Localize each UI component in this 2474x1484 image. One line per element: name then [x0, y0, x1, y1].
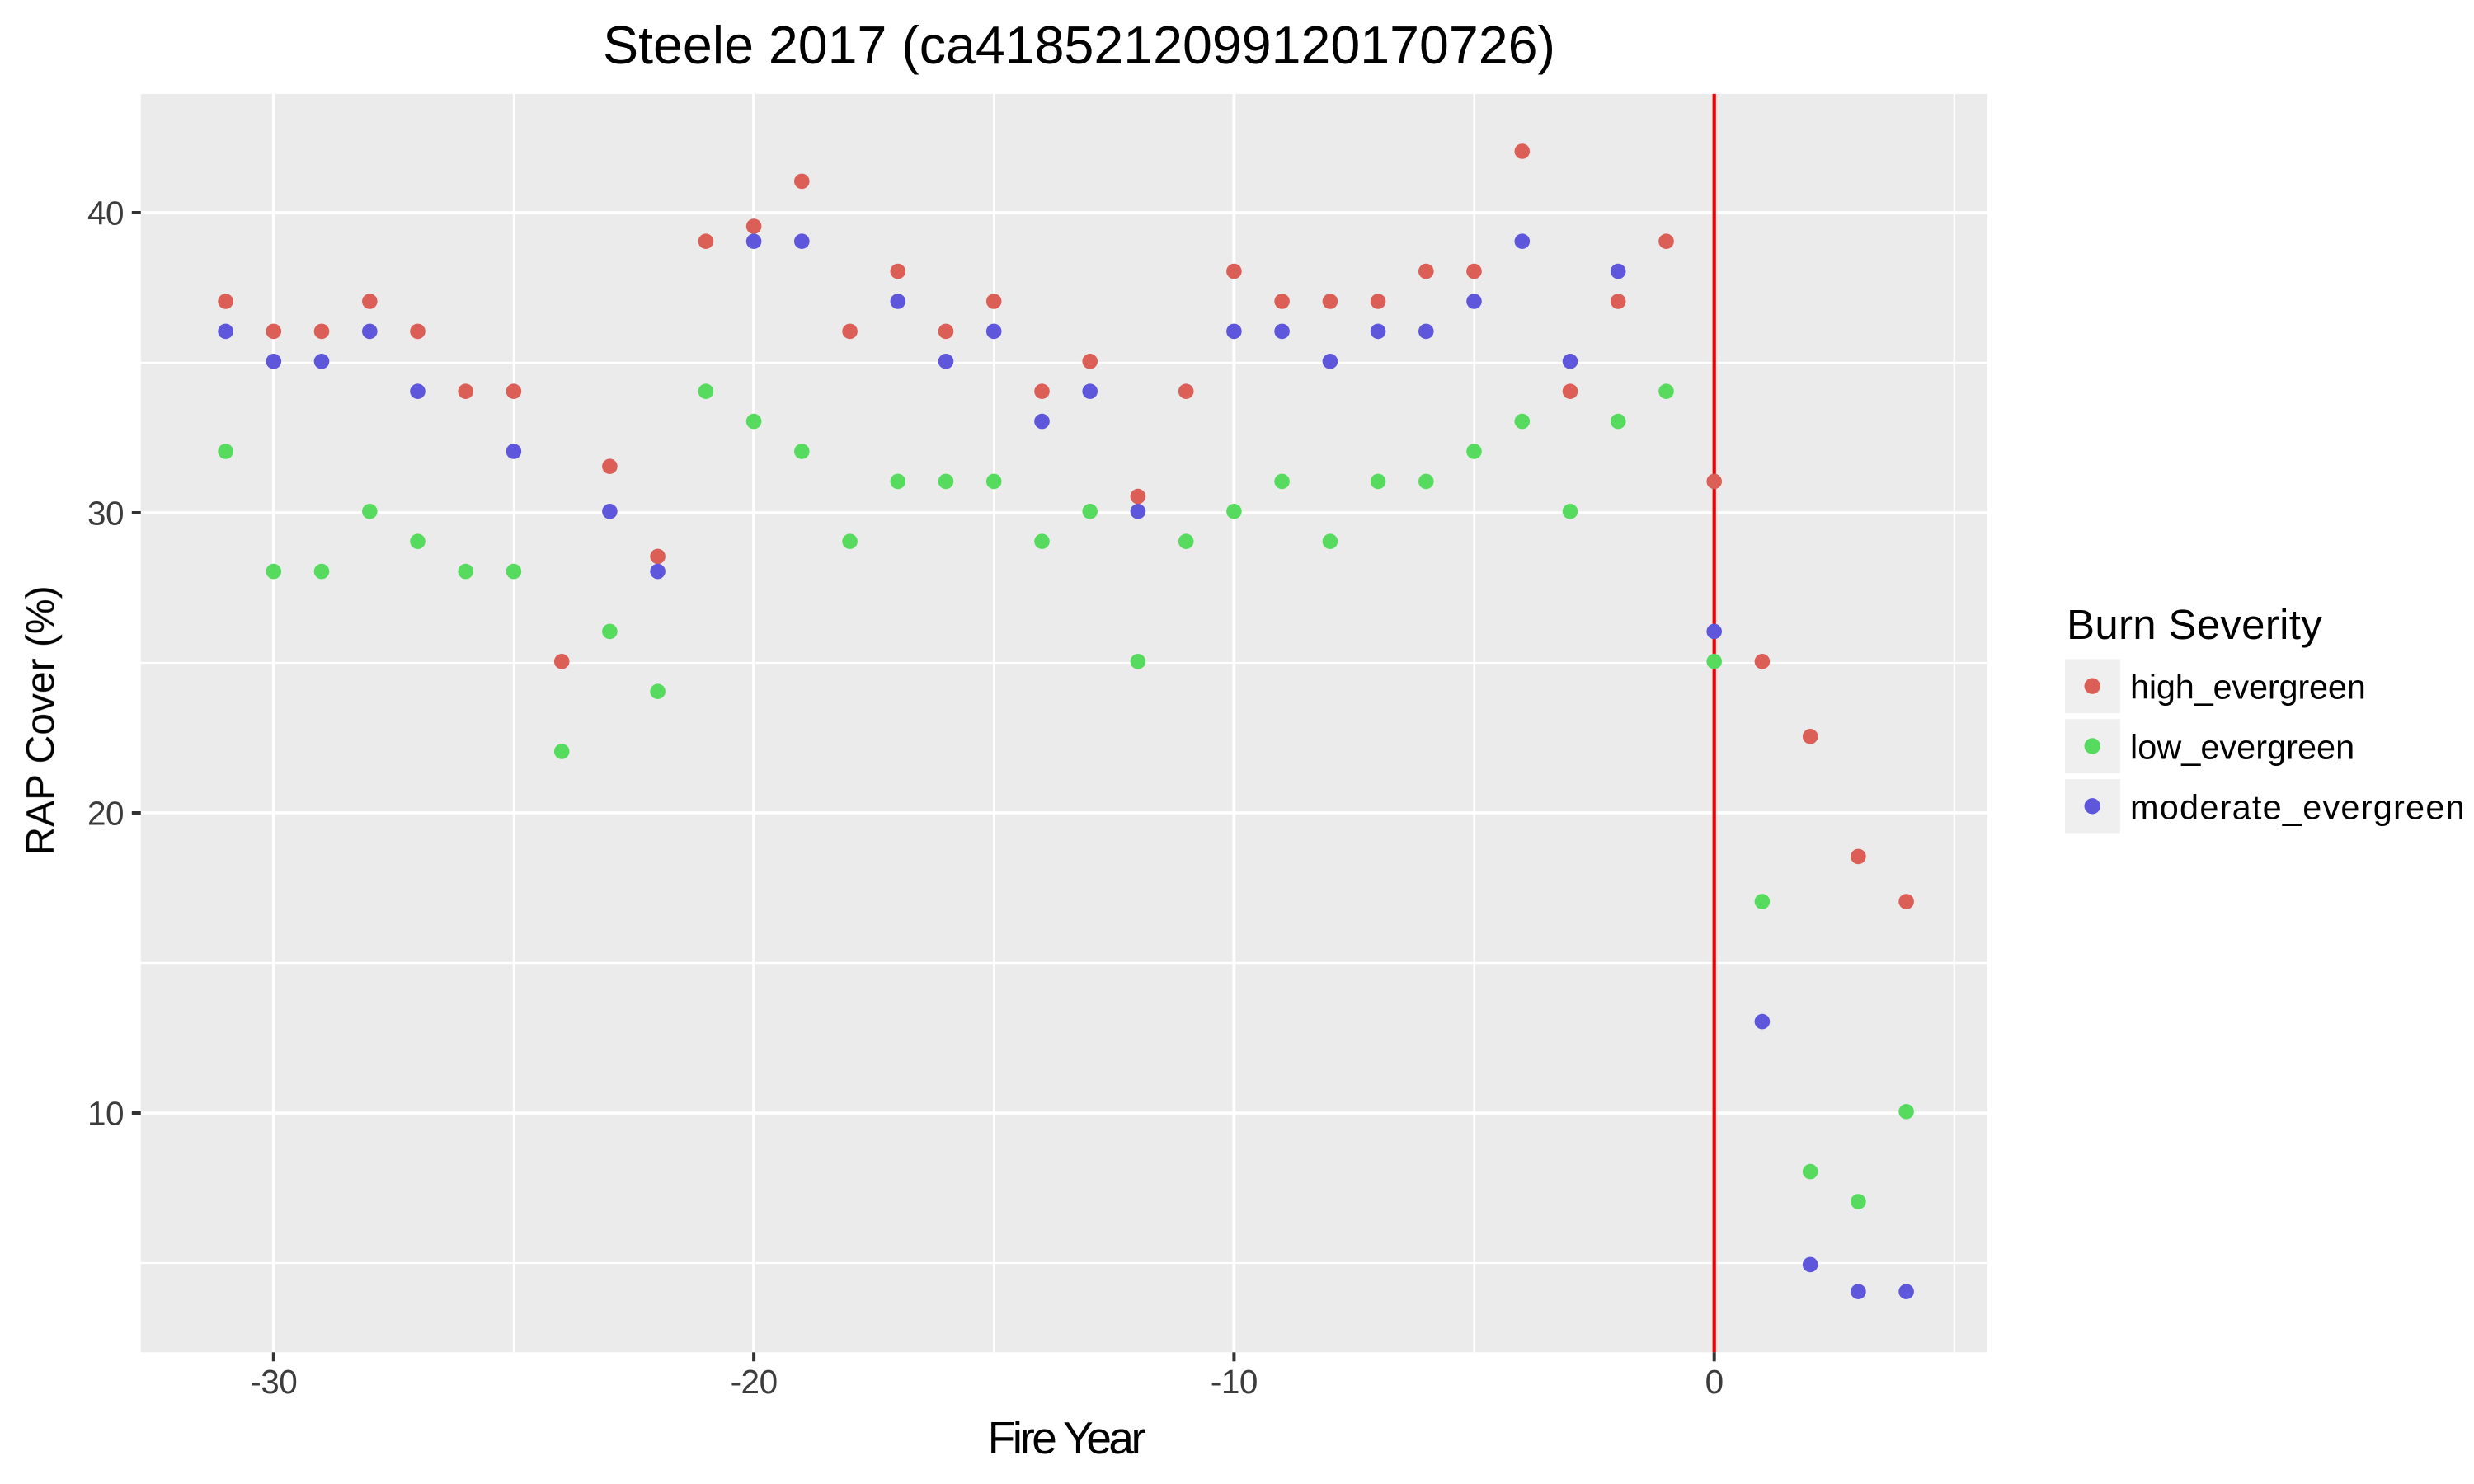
- svg-text:RAP Cover (%): RAP Cover (%): [19, 585, 63, 855]
- svg-text:-10: -10: [1211, 1363, 1258, 1401]
- svg-text:20: 20: [87, 794, 124, 832]
- svg-text:40: 40: [87, 194, 124, 232]
- svg-text:30: 30: [87, 494, 124, 532]
- svg-text:-30: -30: [250, 1363, 297, 1401]
- svg-text:low_evergreen: low_evergreen: [2130, 728, 2354, 767]
- svg-text:0: 0: [1705, 1363, 1724, 1401]
- svg-text:-20: -20: [731, 1363, 778, 1401]
- svg-text:Burn Severity: Burn Severity: [2067, 601, 2322, 648]
- svg-text:10: 10: [87, 1094, 124, 1132]
- svg-text:high_evergreen: high_evergreen: [2130, 668, 2366, 707]
- svg-text:Steele 2017 (ca418521209912017: Steele 2017 (ca4185212099120170726): [603, 16, 1555, 75]
- svg-text:moderate_evergreen: moderate_evergreen: [2130, 787, 2466, 826]
- svg-text:Fire Year: Fire Year: [988, 1412, 1146, 1463]
